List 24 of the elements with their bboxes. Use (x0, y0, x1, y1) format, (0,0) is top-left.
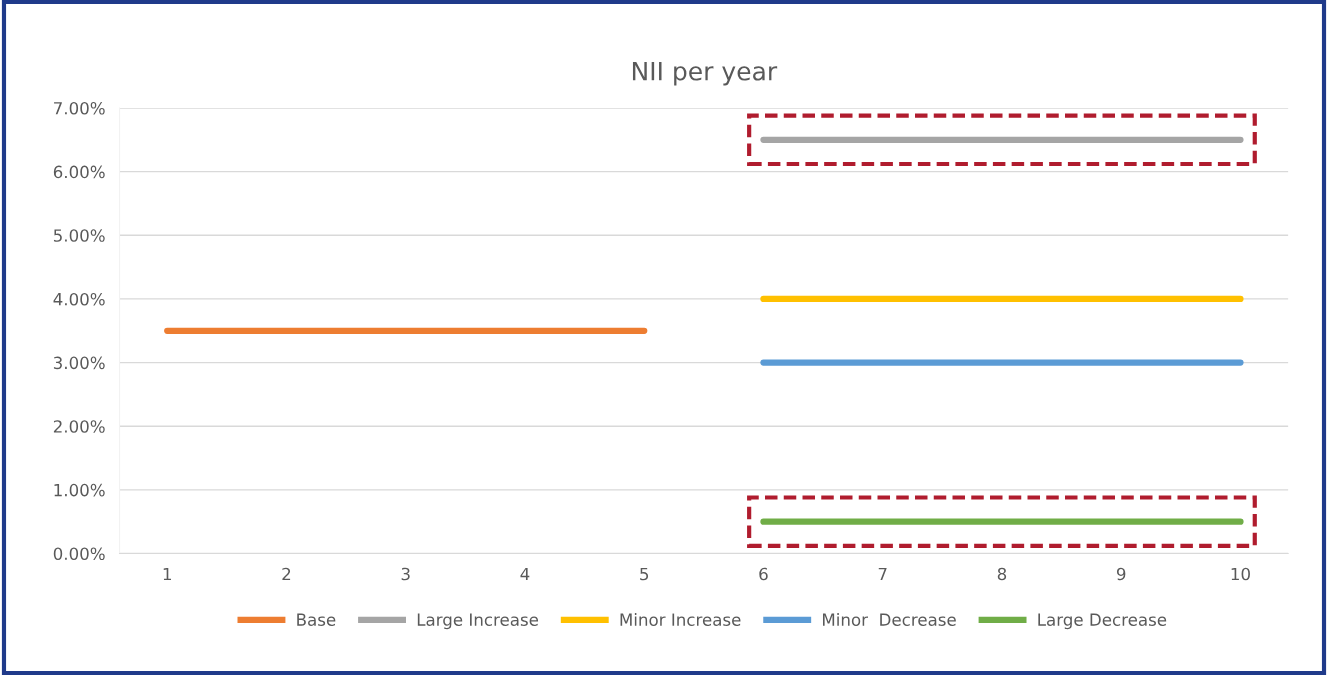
x-tick-label: 7 (878, 567, 887, 581)
y-tick-label: 4.00% (53, 292, 105, 306)
y-tick-label: 7.00% (54, 101, 105, 115)
chart-title: NII per year (632, 62, 778, 86)
y-tick-label: 2.00% (53, 420, 105, 433)
legend-label: Minor Increase (620, 613, 741, 626)
legend-label: Large Decrease (1038, 613, 1167, 630)
y-tick-label: 1.00% (54, 483, 105, 497)
x-tick-label: 4 (520, 567, 530, 581)
legend-label: Minor Decrease (823, 613, 956, 626)
y-tick-label: 5.00% (53, 229, 105, 242)
x-tick-label: 3 (401, 567, 410, 581)
x-tick-label: 6 (759, 567, 768, 581)
x-tick-label: 5 (640, 567, 649, 581)
x-tick-label: 2 (282, 567, 291, 581)
y-tick-label: 6.00% (53, 165, 105, 179)
x-tick-label: 9 (1116, 567, 1126, 581)
y-tick-label: 0.00% (53, 547, 105, 561)
x-tick-label: 1 (163, 567, 171, 581)
x-tick-label: 8 (997, 567, 1007, 581)
y-tick-label: 3.00% (53, 356, 105, 370)
legend-label: Large Increase (417, 613, 539, 630)
legend-label: Base (297, 613, 336, 626)
x-tick-label: 10 (1231, 567, 1250, 581)
